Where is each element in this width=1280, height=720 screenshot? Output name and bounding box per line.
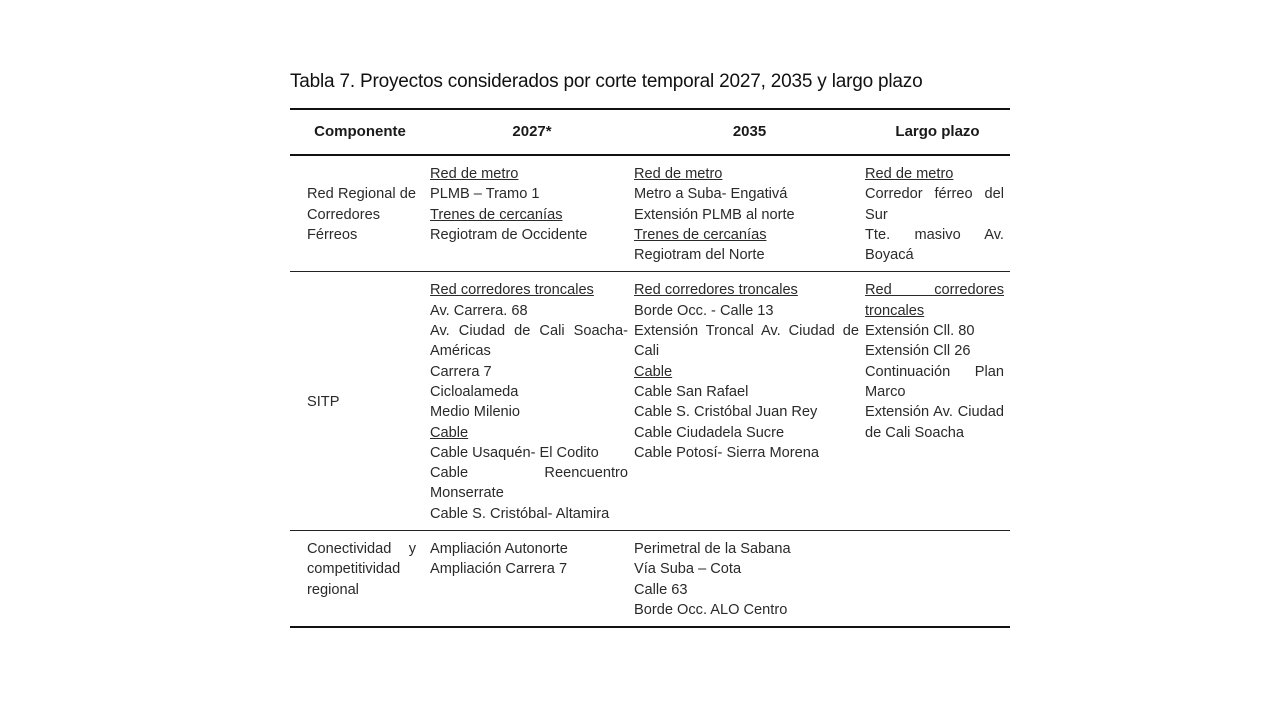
- cell-largo-plazo: [865, 531, 1010, 628]
- project-item: Regiotram de Occidente: [430, 226, 588, 243]
- category-heading: Red de metro: [430, 166, 519, 182]
- cell-largo-plazo: Red corredores troncales Extensión Cll. 8…: [865, 272, 1010, 531]
- project-item: Cable S. Cristóbal Juan Rey: [634, 404, 818, 421]
- cell-componente: SITP: [307, 394, 340, 411]
- project-item: Vía Suba – Cota: [634, 561, 742, 578]
- project-item: Calle 63: [634, 581, 688, 598]
- project-item: Corredor férreo del Sur: [865, 186, 1004, 223]
- cell-2027: Ampliación Autonorte Ampliación Carrera 7: [430, 531, 634, 628]
- table-row: Red Regional de Corredores Férreos Red d…: [290, 155, 1010, 272]
- project-item: Medio Milenio: [430, 404, 521, 421]
- project-item: Extensión Troncal Av. Ciudad de Cali: [634, 323, 859, 360]
- category-heading: Trenes de cercanías: [430, 206, 563, 223]
- project-item: Tte. masivo Av. Boyacá: [865, 226, 1004, 264]
- project-item: PLMB – Tramo 1: [430, 186, 540, 203]
- header-largo-plazo: Largo plazo: [895, 122, 980, 140]
- category-heading: Red corredores troncales: [634, 282, 798, 299]
- project-item: Extensión Av. Ciudad de Cali Soacha: [865, 404, 1004, 441]
- category-heading: Red corredores troncales: [865, 282, 1004, 319]
- project-item: Borde Occ. ALO Centro: [634, 601, 788, 618]
- table-header-row: Componente 2027* 2035 Largo plazo: [290, 109, 1010, 155]
- category-heading: Cable: [634, 363, 673, 380]
- table-title: Tabla 7. Proyectos considerados por cort…: [290, 71, 923, 92]
- cell-2027: Red de metro PLMB – Tramo 1 Trenes de cerc…: [430, 155, 634, 272]
- project-item: Metro a Suba- Engativá: [634, 186, 788, 203]
- project-item: Regiotram del Norte: [634, 247, 765, 264]
- header-2027: 2027*: [512, 122, 552, 140]
- project-item: Cable Potosí- Sierra Morena: [634, 444, 819, 461]
- header-2035: 2035: [732, 122, 767, 140]
- category-heading: Cable: [430, 424, 469, 441]
- category-heading: Red de metro: [865, 166, 954, 182]
- table-row: SITP Red corredores troncales Av. Carrera…: [290, 272, 1010, 531]
- projects-table: Componente 2027* 2035 Largo plazo Red Re…: [290, 108, 1010, 628]
- project-item: Cable S. Cristóbal- Altamira: [430, 505, 610, 522]
- project-item: Ampliación Autonorte: [430, 541, 568, 558]
- cell-componente: Red Regional de Corredores Férreos: [307, 186, 416, 243]
- project-item: Cable Reencuentro Monserrate: [430, 465, 628, 502]
- cell-2035: Red corredores troncales Borde Occ. - Cal…: [634, 272, 865, 531]
- project-item: Perimetral de la Sabana: [634, 541, 791, 558]
- cell-2027: Red corredores troncales Av. Carrera. 68 A…: [430, 272, 634, 531]
- table-row: Conectividad y competitividad regional A…: [290, 531, 1010, 628]
- document: Tabla 7. Proyectos considerados por cort…: [290, 70, 1010, 628]
- cell-2035: Red de metro Metro a Suba- Engativá Extens…: [634, 155, 865, 272]
- header-componente: Componente: [314, 122, 406, 140]
- category-heading: Red de metro: [634, 166, 723, 182]
- category-heading: Trenes de cercanías: [634, 226, 767, 243]
- project-item: Borde Occ. - Calle 13: [634, 302, 774, 319]
- cell-componente: Conectividad y competitividad regional: [307, 541, 416, 598]
- project-item: Cable Usaquén- El Codito: [430, 444, 599, 461]
- category-heading: Red corredores troncales: [430, 282, 594, 299]
- project-item: Extensión Cll. 80: [865, 323, 975, 340]
- project-item: Cable San Rafael: [634, 383, 749, 400]
- project-item: Cicloalameda: [430, 383, 519, 400]
- cell-2035: Perimetral de la Sabana Vía Suba – Cota Ca…: [634, 531, 865, 628]
- project-item: Extensión Cll 26: [865, 343, 971, 360]
- project-item: Av. Carrera. 68: [430, 302, 528, 319]
- project-item: Cable Ciudadela Sucre: [634, 424, 785, 441]
- cell-largo-plazo: Red de metro Corredor férreo del Sur Tte. …: [865, 155, 1010, 272]
- project-item: Carrera 7: [430, 363, 492, 380]
- project-item: Ampliación Carrera 7: [430, 561, 568, 578]
- project-item: Extensión PLMB al norte: [634, 206, 795, 223]
- project-item: Continuación Plan Marco: [865, 363, 1004, 400]
- project-item: Av. Ciudad de Cali Soacha- Américas: [430, 323, 628, 360]
